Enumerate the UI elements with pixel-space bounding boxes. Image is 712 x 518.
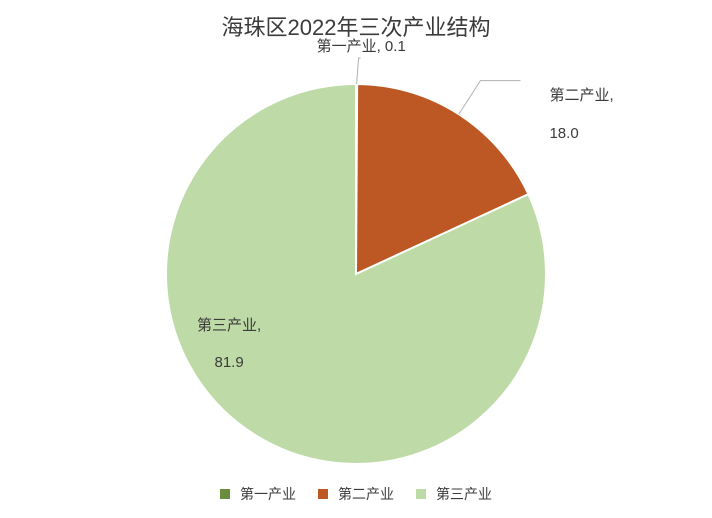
pie-area: 第一产业, 0.1 第二产业, 18.0 第三产业, 81.9 (0, 46, 712, 466)
legend-swatch-icon (318, 489, 328, 499)
legend-item-secondary: 第二产业 (318, 484, 394, 504)
leader-line (357, 58, 361, 84)
legend: 第一产业 第二产业 第三产业 (0, 484, 712, 504)
legend-label: 第一产业 (240, 484, 296, 504)
chart-container: 海珠区2022年三次产业结构 第一产业, 0.1 第二产业, 18.0 第三产业… (0, 0, 712, 518)
legend-label: 第三产业 (436, 484, 492, 504)
label-value: 18.0 (549, 125, 578, 142)
data-label-primary-industry: 第一产业, 0.1 (317, 38, 406, 57)
legend-label: 第二产业 (338, 484, 394, 504)
leader-line (459, 81, 521, 115)
legend-item-primary: 第一产业 (220, 484, 296, 504)
label-value: 81.9 (215, 354, 244, 371)
data-label-secondary-industry: 第二产业, 18.0 (524, 69, 613, 163)
legend-swatch-icon (416, 489, 426, 499)
label-text: 第二产业, (549, 87, 613, 104)
label-text: 第三产业, (197, 317, 261, 334)
legend-item-tertiary: 第三产业 (416, 484, 492, 504)
data-label-tertiary-industry: 第三产业, 81.9 (172, 298, 261, 392)
legend-swatch-icon (220, 489, 230, 499)
